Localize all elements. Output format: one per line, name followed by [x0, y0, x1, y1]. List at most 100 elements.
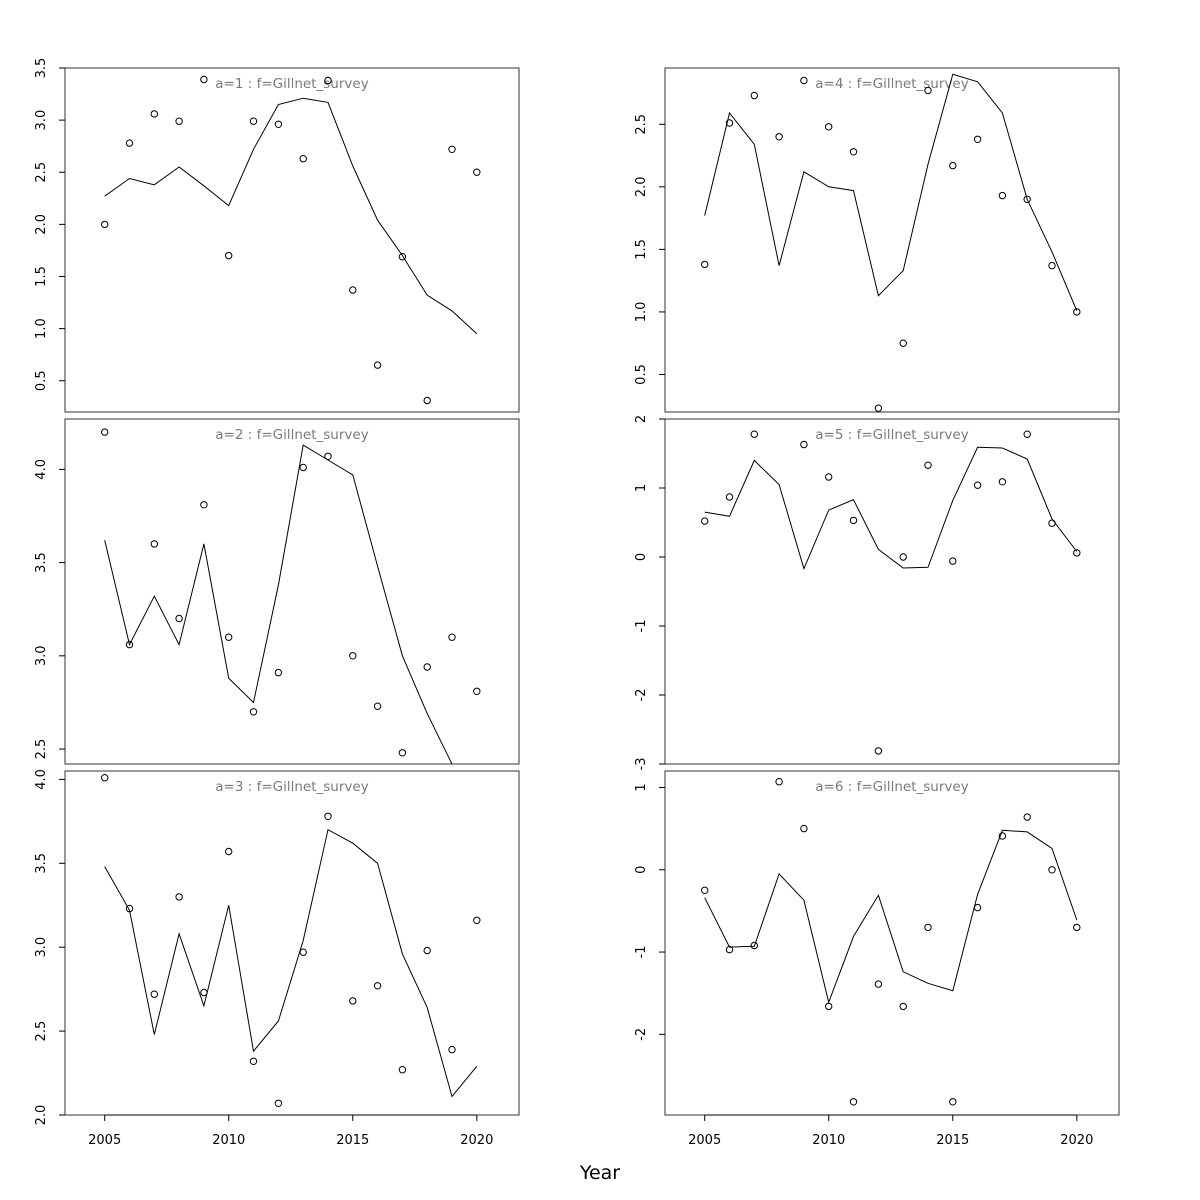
observed-point [150, 110, 159, 118]
plot-area [701, 412, 1081, 755]
observed-point [874, 980, 883, 988]
panel-grid: a=1 : f=Gillnet_survey 0.5 1.0 1.5 2.0 2.5 3.0… [34, 58, 1120, 1148]
observed-point [800, 440, 808, 449]
observed-point [750, 430, 758, 438]
panel-1: a=1 : f=Gillnet_survey 0.5 1.0 1.5 2.0 2.5 3.0… [34, 58, 520, 413]
x-tick-label: 2005 [88, 1133, 121, 1148]
observed-point [1073, 549, 1081, 557]
observed-point [473, 687, 481, 695]
observed-point [874, 747, 883, 755]
panel-2: a=4 : f=Gillnet_survey 0.5 1.0 1.5 2.0 2.5 [634, 67, 1120, 413]
y-tick-label: 2 [634, 415, 649, 423]
panel-title: a=3 : f=Gillnet_survey [215, 779, 368, 795]
observed-point [899, 1002, 907, 1011]
observed-point [398, 253, 407, 261]
observed-point [225, 633, 233, 641]
plot-frame [664, 418, 1120, 765]
x-tick-label: 2010 [212, 1133, 245, 1148]
observed-point [825, 1002, 833, 1011]
observed-point [200, 501, 208, 509]
y-tick-label: 4.0 [34, 769, 49, 790]
y-tick-label: 3.5 [34, 552, 49, 573]
observed-point [1073, 923, 1081, 932]
observed-point [373, 982, 382, 990]
x-axis-label: Year [579, 1162, 620, 1184]
observed-point [1048, 519, 1056, 527]
observed-point [249, 708, 258, 716]
observed-point [324, 452, 332, 460]
panel-6: a=6 : f=Gillnet_survey -2 -1 0 1 2005 2010 2015… [634, 770, 1120, 1148]
observed-point [1023, 195, 1031, 204]
observed-point [225, 847, 233, 856]
observed-point [750, 91, 758, 100]
observed-point [101, 774, 109, 782]
y-tick-label: -2 [634, 689, 649, 702]
observed-point [125, 139, 134, 147]
observed-point [150, 990, 159, 998]
observed-point [949, 161, 957, 170]
observed-point [899, 339, 907, 347]
plot-frame [64, 67, 520, 413]
observed-point [274, 1099, 283, 1108]
panel-title: a=5 : f=Gillnet_survey [815, 427, 968, 443]
observed-point [701, 517, 709, 525]
plot-frame [64, 418, 520, 765]
observed-point [473, 916, 481, 924]
plot-area [101, 75, 481, 405]
observed-point [1073, 308, 1081, 316]
observed-point [249, 117, 258, 125]
x-tick-label: 2010 [812, 1133, 845, 1148]
observed-point [225, 251, 233, 260]
fitted-line [104, 828, 478, 1098]
observed-point [701, 260, 709, 269]
observed-point [949, 557, 957, 565]
observed-point [725, 119, 734, 127]
observed-point [775, 778, 783, 786]
y-tick-label: 0 [634, 866, 649, 874]
plot-frame [64, 770, 520, 1116]
observed-point [776, 412, 782, 418]
observed-point [150, 540, 159, 548]
observed-point [998, 832, 1007, 840]
observed-point [800, 76, 808, 85]
observed-point [373, 702, 382, 710]
observed-point [299, 948, 307, 956]
observed-point [423, 946, 431, 955]
plot-area [101, 774, 481, 1108]
observed-point [423, 396, 431, 405]
y-tick-label: 3.5 [34, 58, 49, 79]
y-tick-label: 3.0 [34, 645, 49, 666]
observed-point [1023, 813, 1031, 821]
observed-point [949, 1098, 957, 1106]
observed-point [924, 923, 932, 932]
plot-area [101, 428, 481, 764]
y-tick-label: -2 [634, 1028, 649, 1041]
plot-frame [664, 770, 1120, 1116]
panel-title: a=2 : f=Gillnet_survey [215, 427, 368, 443]
observed-point [200, 988, 208, 997]
observed-point [200, 75, 208, 84]
observed-point [349, 286, 357, 294]
observed-point [398, 1066, 407, 1074]
panel-5: a=3 : f=Gillnet_survey 2.0 2.5 3.0 3.5 4.0 200… [34, 769, 520, 1148]
y-tick-label: 0 [634, 553, 649, 561]
observed-point [125, 640, 134, 649]
y-tick-label: 2.5 [34, 162, 49, 183]
observed-point [373, 361, 382, 369]
y-tick-label: 1.5 [34, 266, 49, 287]
plot-frame [664, 67, 1120, 413]
plot-area [701, 73, 1081, 412]
observed-point [1023, 430, 1031, 438]
panel-title: a=4 : f=Gillnet_survey [815, 76, 968, 92]
y-tick-label: 1.0 [34, 318, 49, 339]
fitted-line [704, 73, 1078, 311]
y-tick-label: 1.5 [634, 239, 649, 260]
observed-point [899, 553, 907, 561]
y-tick-label: 3.0 [34, 110, 49, 131]
y-tick-label: 0.5 [634, 364, 649, 385]
y-tick-label: -1 [634, 946, 649, 959]
observed-point [324, 812, 332, 820]
observed-point [701, 886, 709, 894]
observed-point [299, 463, 307, 472]
